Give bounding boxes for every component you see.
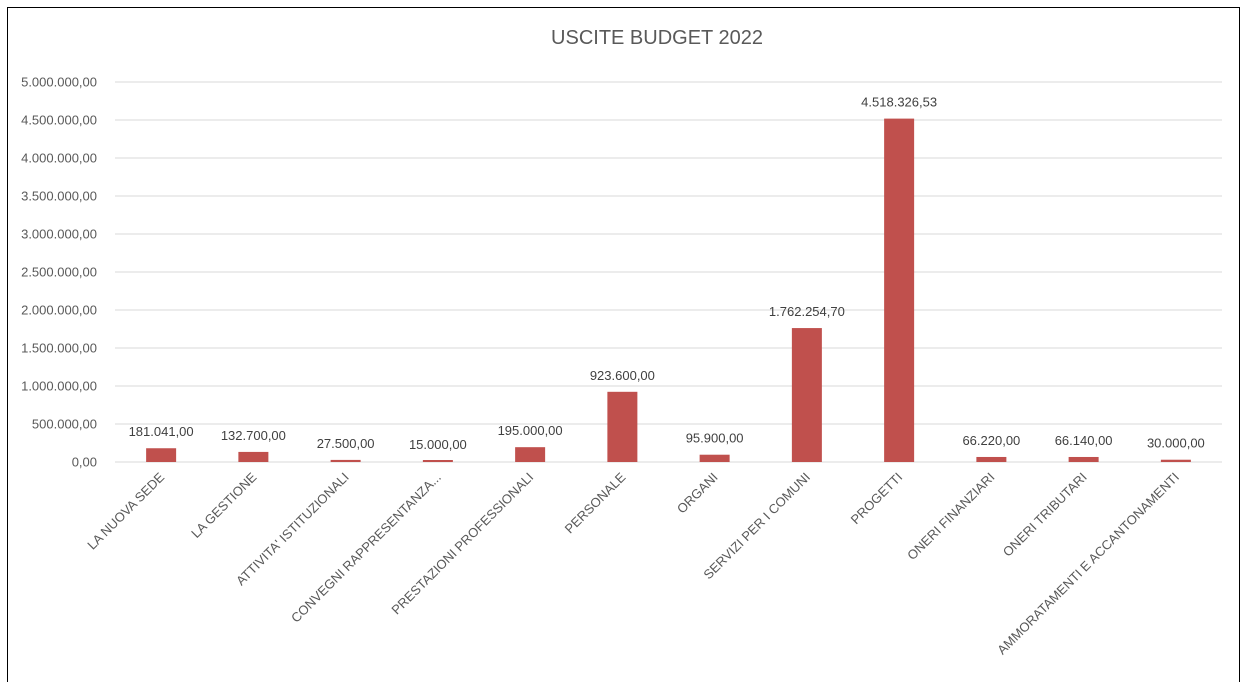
bar [607,391,638,462]
data-label: 27.500,00 [317,436,375,451]
bar [791,328,822,462]
y-tick-label: 1.000.000,00 [21,379,97,394]
y-tick-label: 1.500.000,00 [21,341,97,356]
data-label: 181.041,00 [129,424,194,439]
y-tick-label: 0,00 [72,455,97,470]
bar [515,447,546,462]
bar [976,456,1007,462]
y-axis: 0,00 500.000,00 1.000.000,00 1.500.000,00 2.… [21,75,97,470]
data-label: 923.600,00 [590,368,655,383]
data-label: 1.762.254,70 [769,304,845,319]
data-label: 66.140,00 [1055,433,1113,448]
x-tick-label: SERVIZI PER I COMUNI [700,470,813,583]
data-labels: 181.041,00 132.700,00 27.500,00 15.000,00 19… [129,95,1205,452]
y-tick-label: 2.500.000,00 [21,265,97,280]
data-label: 132.700,00 [221,428,286,443]
bar [699,454,730,462]
data-label: 66.220,00 [962,433,1020,448]
data-label: 195.000,00 [498,423,563,438]
bar [146,448,177,462]
x-tick-label: ORGANI [674,470,721,517]
x-tick-label: ONERI TRIBUTARI [1000,470,1090,560]
data-label: 30.000,00 [1147,436,1205,451]
y-tick-label: 3.500.000,00 [21,189,97,204]
y-tick-label: 4.000.000,00 [21,151,97,166]
x-tick-label: LA NUOVA SEDE [84,469,167,552]
x-tick-label: AMMORATAMENTI E ACCANTONAMENTI [994,470,1182,658]
chart-title: USCITE BUDGET 2022 [551,27,763,49]
bar [884,118,915,463]
y-tick-label: 500.000,00 [32,417,97,432]
y-tick-label: 2.000.000,00 [21,303,97,318]
data-label: 95.900,00 [686,431,744,446]
x-tick-label: PERSONALE [562,469,629,536]
y-tick-label: 4.500.000,00 [21,113,97,128]
x-tick-label: LA GESTIONE [188,469,260,541]
bar [1068,456,1099,462]
x-tick-label: PROGETTI [848,470,906,528]
bar [1160,459,1191,462]
data-label: 4.518.326,53 [861,95,937,110]
bar [330,459,361,462]
data-label: 15.000,00 [409,437,467,452]
x-tick-label: CONVEGNI RAPPRESENTANZA... [288,470,444,626]
gridlines [115,81,1222,463]
y-tick-label: 5.000.000,00 [21,75,97,90]
bar [422,460,453,462]
bars [146,118,1191,463]
y-tick-label: 3.000.000,00 [21,227,97,242]
bar [238,451,269,462]
x-tick-label: ONERI FINANZIARI [904,470,997,563]
